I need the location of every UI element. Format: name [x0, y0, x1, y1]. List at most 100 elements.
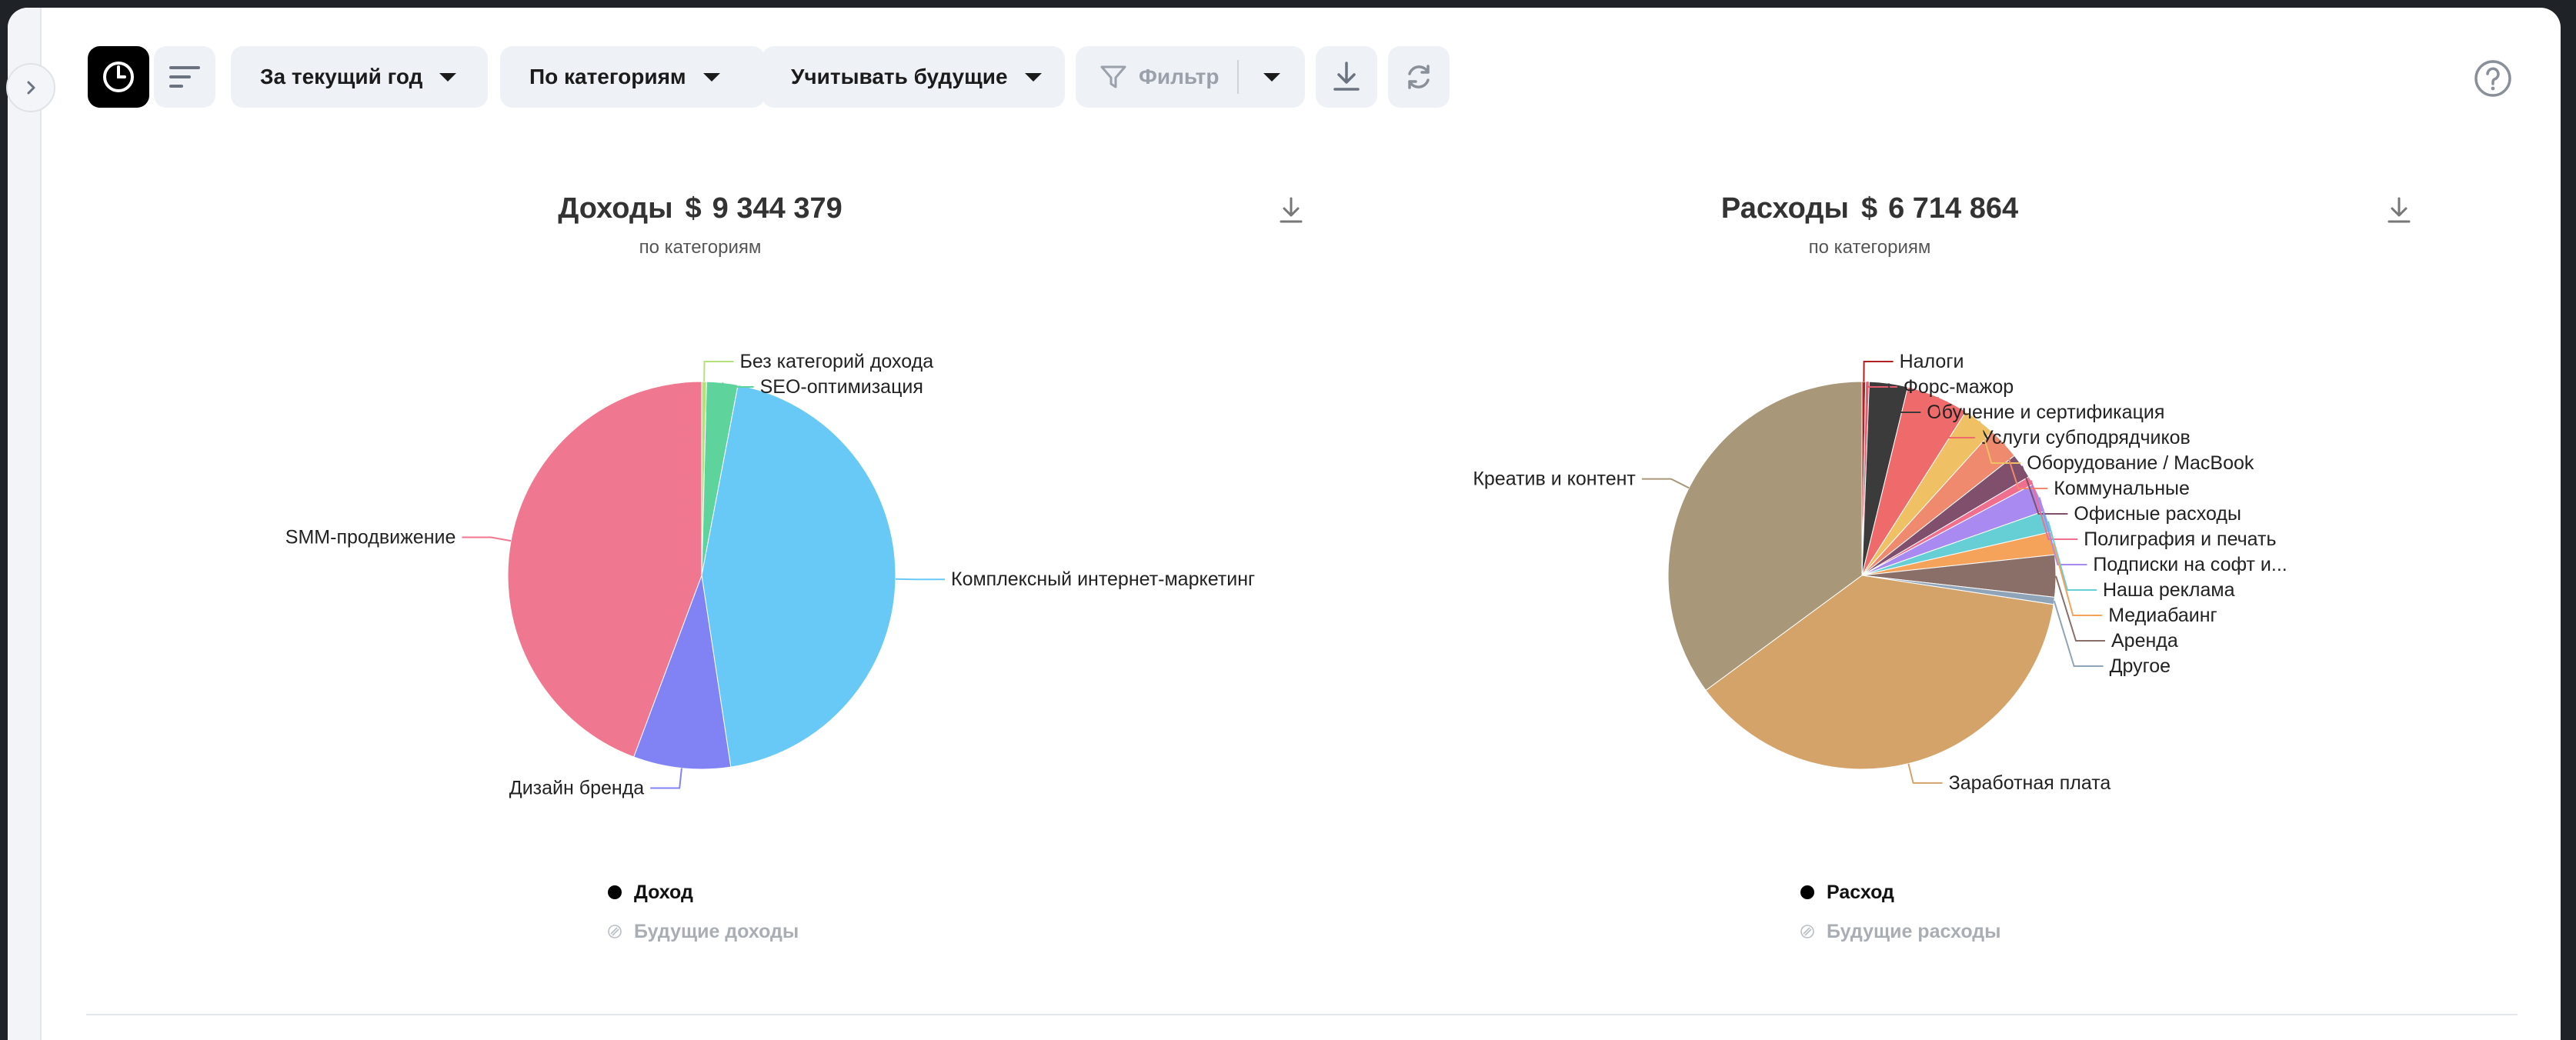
- expense-amount: 6 714 864: [1888, 192, 2019, 225]
- pie-slice-label: Комплексный интернет-маркетинг: [951, 568, 1255, 590]
- download-button[interactable]: [1316, 46, 1377, 108]
- filter-dropdown-button[interactable]: [1239, 46, 1305, 108]
- pie-slice-label: Оборудование / MacBook: [2027, 452, 2254, 474]
- expense-future-legend-item[interactable]: Будущие расходы: [1800, 916, 2001, 947]
- pie-leader-line: [650, 768, 682, 789]
- hatch-icon: [608, 925, 622, 938]
- expense-legend: Расход Будущие расходы: [1800, 877, 2001, 947]
- income-currency: $: [685, 192, 702, 225]
- legend-dot: [608, 885, 622, 899]
- pie-leader-line: [1867, 381, 1897, 388]
- left-rail: [8, 8, 42, 1040]
- download-icon: [1333, 62, 1360, 91]
- legend-dot: [1800, 885, 1814, 899]
- income-amount: 9 344 379: [712, 192, 843, 225]
- income-future-legend-label: Будущие доходы: [634, 920, 799, 942]
- period-select-label: За текущий год: [260, 65, 423, 88]
- pie-slice-label: Форс-мажор: [1904, 376, 2014, 398]
- chevron-down-icon: [439, 72, 457, 82]
- income-future-legend-item[interactable]: Будущие доходы: [608, 916, 799, 947]
- future-select-label: Учитывать будущие: [791, 65, 1008, 88]
- expense-currency: $: [1860, 192, 1878, 225]
- chevron-right-icon: [27, 81, 35, 95]
- filter-divider: [1236, 60, 1239, 94]
- income-legend: Доход Будущие доходы: [608, 877, 799, 947]
- pie-slice-label: Наша реклама: [2103, 579, 2235, 601]
- pie-leader-line: [2047, 521, 2097, 591]
- pie-leader-line: [2003, 442, 2048, 489]
- expense-title-text: Расходы: [1720, 192, 1849, 225]
- pie-leader-line: [1863, 361, 1894, 382]
- filter-icon: [1100, 65, 1126, 88]
- income-title: Доходы $9 344 379: [123, 192, 1277, 225]
- expense-future-legend-label: Будущие расходы: [1827, 920, 2001, 942]
- expense-subtitle: по категориям: [1808, 237, 1931, 258]
- list-view-button[interactable]: [154, 46, 215, 108]
- sidebar-toggle-button[interactable]: [6, 63, 55, 112]
- pie-slice-label: Коммунальные: [2054, 478, 2190, 499]
- pie-slice[interactable]: [701, 384, 896, 768]
- pie-slice-label: Без категорий дохода: [740, 351, 934, 372]
- pie-slice[interactable]: [1667, 381, 1863, 692]
- expense-chart: Расходы $6 714 864 по категориям Налоги Фо…: [1293, 162, 2447, 992]
- expense-legend-label: Расход: [1827, 881, 1894, 903]
- income-legend-label: Доход: [634, 881, 693, 903]
- pie-slice[interactable]: [1705, 575, 2054, 770]
- pie-slice-label: SEO-оптимизация: [760, 376, 923, 398]
- pie-leader-line: [1641, 478, 1690, 489]
- list-icon: [169, 66, 200, 88]
- pie-chart-icon: [103, 62, 134, 92]
- pie-leader-line: [703, 361, 734, 382]
- expense-legend-item[interactable]: Расход: [1800, 877, 2001, 908]
- pie-leader-line: [2038, 497, 2087, 565]
- hatch-icon: [1800, 925, 1814, 938]
- expense-title: Расходы $6 714 864: [1293, 192, 2447, 225]
- pie-leader-line: [1907, 763, 1943, 784]
- pie-slice-label: Аренда: [2111, 630, 2178, 652]
- grouping-select[interactable]: По категориям: [500, 46, 765, 108]
- pie-view-button[interactable]: [88, 46, 149, 108]
- pie-leader-line: [2055, 575, 2105, 642]
- pie-leader-line: [2021, 465, 2068, 515]
- pie-slice-label: Дизайн бренда: [509, 778, 644, 799]
- pie-leader-line: [2052, 542, 2103, 616]
- pie-slice-label: Обучение и сертификация: [1927, 402, 2164, 423]
- pie-leader-line: [1887, 383, 1921, 413]
- income-chart: Доходы $9 344 379 по категориям Без катег…: [123, 162, 1303, 992]
- grouping-select-label: По категориям: [529, 65, 686, 88]
- section-divider: [86, 1014, 2518, 1015]
- pie-leader-line: [462, 536, 512, 542]
- period-select[interactable]: За текущий год: [231, 46, 488, 108]
- income-title-text: Доходы: [558, 192, 673, 225]
- pie-slice-label: Офисные расходы: [2074, 503, 2241, 525]
- pie-slice-label: SMM-продвижение: [285, 527, 456, 548]
- pie-leader-line: [1937, 396, 1975, 438]
- chevron-down-icon: [1024, 72, 1042, 82]
- income-download-icon[interactable]: [1277, 195, 1305, 226]
- income-pie: Без категорий дохода SEO-оптимизация Компл…: [285, 351, 1255, 799]
- pie-leader-line: [2030, 480, 2078, 540]
- filter-button-label: Фильтр: [1139, 65, 1220, 88]
- income-legend-item[interactable]: Доход: [608, 877, 799, 908]
- app-window: За текущий год По категориям Учитывать б…: [8, 8, 2561, 1040]
- refresh-button[interactable]: [1388, 46, 1450, 108]
- expense-pie: Налоги Форс-мажор Обучение и сертификация У…: [1473, 351, 2287, 794]
- pie-slice-label: Полиграфия и печать: [2084, 528, 2276, 550]
- future-select[interactable]: Учитывать будущие: [762, 46, 1065, 108]
- pie-slice-label: Медиабаинг: [2108, 605, 2217, 626]
- help-icon[interactable]: [2473, 58, 2513, 98]
- pie-slice-label: Заработная плата: [1949, 772, 2111, 794]
- pie-slice-label: Налоги: [1900, 351, 1964, 372]
- pie-leader-line: [721, 382, 754, 388]
- income-subtitle: по категориям: [639, 237, 762, 258]
- chevron-down-icon: [1263, 72, 1280, 82]
- filter-control: Фильтр: [1076, 46, 1305, 108]
- pie-slice[interactable]: [507, 381, 702, 758]
- pie-leader-line: [2053, 600, 2104, 667]
- pie-slice-label: Креатив и контент: [1473, 468, 1636, 490]
- pie-slice-label: Подписки на софт и...: [2093, 554, 2287, 575]
- pie-leader-line: [895, 578, 945, 581]
- refresh-icon: [1408, 65, 1430, 89]
- expense-download-icon[interactable]: [2385, 195, 2413, 226]
- filter-button[interactable]: Фильтр: [1076, 46, 1237, 108]
